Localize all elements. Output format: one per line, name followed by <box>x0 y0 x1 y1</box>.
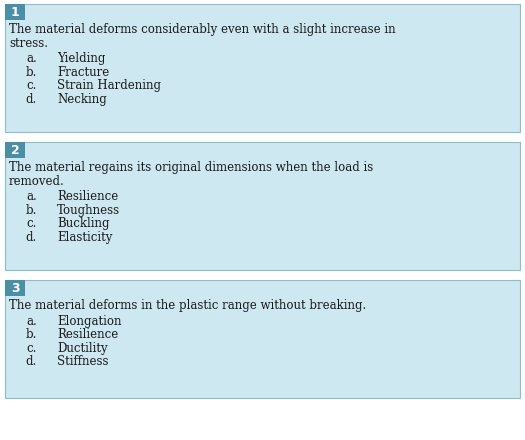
Text: 3: 3 <box>10 282 19 294</box>
Text: c.: c. <box>27 217 37 230</box>
FancyBboxPatch shape <box>5 280 25 296</box>
Text: Yielding: Yielding <box>57 52 106 65</box>
FancyBboxPatch shape <box>5 4 520 132</box>
FancyBboxPatch shape <box>5 4 25 20</box>
FancyBboxPatch shape <box>5 280 520 398</box>
Text: Buckling: Buckling <box>57 217 110 230</box>
Text: Resilience: Resilience <box>57 328 118 341</box>
Text: stress.: stress. <box>9 37 48 50</box>
Text: a.: a. <box>26 190 37 203</box>
Text: c.: c. <box>27 79 37 92</box>
Text: Elasticity: Elasticity <box>57 231 112 243</box>
FancyBboxPatch shape <box>5 142 25 158</box>
Text: a.: a. <box>26 315 37 327</box>
Text: c.: c. <box>27 341 37 355</box>
Text: The material regains its original dimensions when the load is: The material regains its original dimens… <box>9 161 373 174</box>
Text: The material deforms in the plastic range without breaking.: The material deforms in the plastic rang… <box>9 299 366 312</box>
Text: Stiffness: Stiffness <box>57 355 109 368</box>
Text: removed.: removed. <box>9 175 65 187</box>
Text: Necking: Necking <box>57 92 107 106</box>
Text: Strain Hardening: Strain Hardening <box>57 79 161 92</box>
Text: d.: d. <box>26 92 37 106</box>
Text: Ductility: Ductility <box>57 341 108 355</box>
Text: Resilience: Resilience <box>57 190 118 203</box>
Text: a.: a. <box>26 52 37 65</box>
FancyBboxPatch shape <box>5 142 520 270</box>
Text: b.: b. <box>26 66 37 78</box>
Text: Fracture: Fracture <box>57 66 109 78</box>
Text: 2: 2 <box>10 143 19 157</box>
Text: d.: d. <box>26 231 37 243</box>
Text: 1: 1 <box>10 6 19 18</box>
Text: The material deforms considerably even with a slight increase in: The material deforms considerably even w… <box>9 23 396 36</box>
Text: Toughness: Toughness <box>57 203 120 216</box>
Text: d.: d. <box>26 355 37 368</box>
Text: b.: b. <box>26 203 37 216</box>
Text: b.: b. <box>26 328 37 341</box>
Text: Elongation: Elongation <box>57 315 121 327</box>
